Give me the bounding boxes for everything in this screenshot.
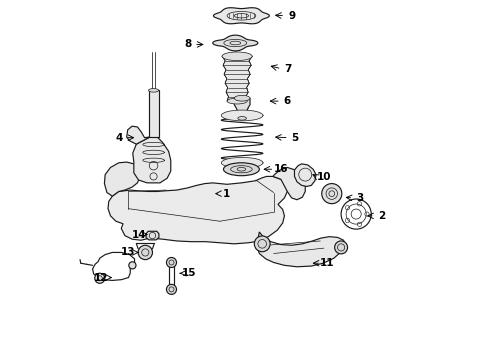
Ellipse shape (238, 117, 246, 120)
Polygon shape (294, 164, 316, 186)
Polygon shape (146, 231, 159, 240)
Ellipse shape (322, 184, 342, 204)
Text: 14: 14 (132, 230, 147, 239)
Text: 12: 12 (94, 273, 108, 283)
Ellipse shape (221, 157, 263, 168)
Polygon shape (104, 162, 140, 196)
Polygon shape (108, 176, 287, 244)
Text: 16: 16 (273, 164, 288, 174)
Ellipse shape (221, 110, 263, 121)
Ellipse shape (129, 262, 136, 269)
Ellipse shape (222, 52, 252, 60)
Polygon shape (148, 90, 159, 137)
Polygon shape (234, 98, 250, 118)
Text: 11: 11 (320, 258, 335, 268)
Ellipse shape (227, 98, 247, 104)
Ellipse shape (254, 236, 270, 252)
Text: 2: 2 (378, 211, 385, 221)
Polygon shape (213, 35, 258, 51)
Text: 13: 13 (121, 247, 136, 257)
Text: 9: 9 (288, 11, 295, 21)
Ellipse shape (167, 284, 176, 294)
Polygon shape (126, 126, 150, 144)
Ellipse shape (234, 95, 250, 101)
Polygon shape (133, 137, 171, 183)
Text: 15: 15 (182, 268, 196, 278)
Ellipse shape (148, 89, 159, 92)
Ellipse shape (95, 273, 105, 283)
Ellipse shape (167, 257, 176, 267)
Text: 4: 4 (115, 133, 122, 143)
Text: 10: 10 (317, 172, 331, 182)
Text: 6: 6 (284, 96, 291, 106)
Polygon shape (222, 56, 252, 101)
Polygon shape (214, 8, 270, 24)
Ellipse shape (335, 241, 347, 254)
Text: 5: 5 (292, 133, 299, 143)
Text: 7: 7 (284, 64, 292, 74)
Ellipse shape (223, 163, 259, 176)
Text: 8: 8 (184, 40, 191, 49)
Polygon shape (258, 232, 345, 267)
Text: 1: 1 (223, 189, 230, 199)
Text: 3: 3 (356, 193, 364, 203)
Ellipse shape (138, 245, 152, 260)
Polygon shape (273, 167, 305, 200)
